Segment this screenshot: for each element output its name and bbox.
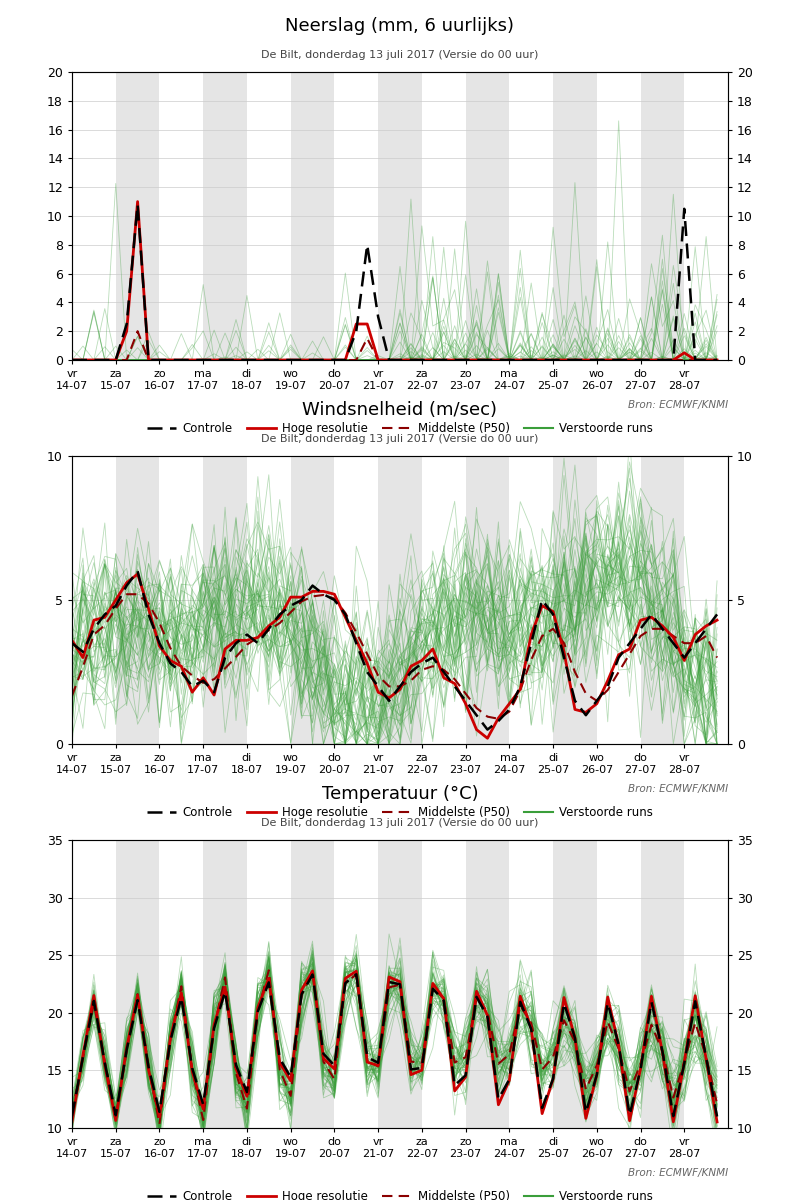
Text: Bron: ECMWF/KNMI: Bron: ECMWF/KNMI	[628, 401, 728, 410]
Bar	[378, 456, 422, 744]
Bar	[641, 72, 684, 360]
Bar	[378, 72, 422, 360]
Bar	[641, 840, 684, 1128]
Text: Bron: ECMWF/KNMI: Bron: ECMWF/KNMI	[628, 1169, 728, 1178]
Bar	[466, 840, 510, 1128]
Text: De Bilt, donderdag 13 juli 2017 (Versie do 00 uur): De Bilt, donderdag 13 juli 2017 (Versie …	[262, 50, 538, 60]
Bar	[203, 840, 247, 1128]
Bar	[553, 456, 597, 744]
Bar	[290, 72, 334, 360]
Bar	[116, 72, 159, 360]
Bar	[290, 456, 334, 744]
Bar	[641, 456, 684, 744]
Bar	[466, 456, 510, 744]
Text: Windsnelheid (m/sec): Windsnelheid (m/sec)	[302, 401, 498, 419]
Bar	[553, 840, 597, 1128]
Bar	[553, 72, 597, 360]
Bar	[116, 456, 159, 744]
Bar	[378, 840, 422, 1128]
Bar	[466, 72, 510, 360]
Bar	[203, 456, 247, 744]
Text: Temperatuur (°C): Temperatuur (°C)	[322, 785, 478, 803]
Text: De Bilt, donderdag 13 juli 2017 (Versie do 00 uur): De Bilt, donderdag 13 juli 2017 (Versie …	[262, 818, 538, 828]
Legend: Controle, Hoge resolutie, Middelste (P50), Verstoorde runs: Controle, Hoge resolutie, Middelste (P50…	[142, 802, 658, 824]
Text: De Bilt, donderdag 13 juli 2017 (Versie do 00 uur): De Bilt, donderdag 13 juli 2017 (Versie …	[262, 434, 538, 444]
Legend: Controle, Hoge resolutie, Middelste (P50), Verstoorde runs: Controle, Hoge resolutie, Middelste (P50…	[142, 1186, 658, 1200]
Legend: Controle, Hoge resolutie, Middelste (P50), Verstoorde runs: Controle, Hoge resolutie, Middelste (P50…	[142, 418, 658, 440]
Text: Bron: ECMWF/KNMI: Bron: ECMWF/KNMI	[628, 785, 728, 794]
Text: Neerslag (mm, 6 uurlijks): Neerslag (mm, 6 uurlijks)	[286, 17, 514, 35]
Bar	[290, 840, 334, 1128]
Bar	[203, 72, 247, 360]
Bar	[116, 840, 159, 1128]
